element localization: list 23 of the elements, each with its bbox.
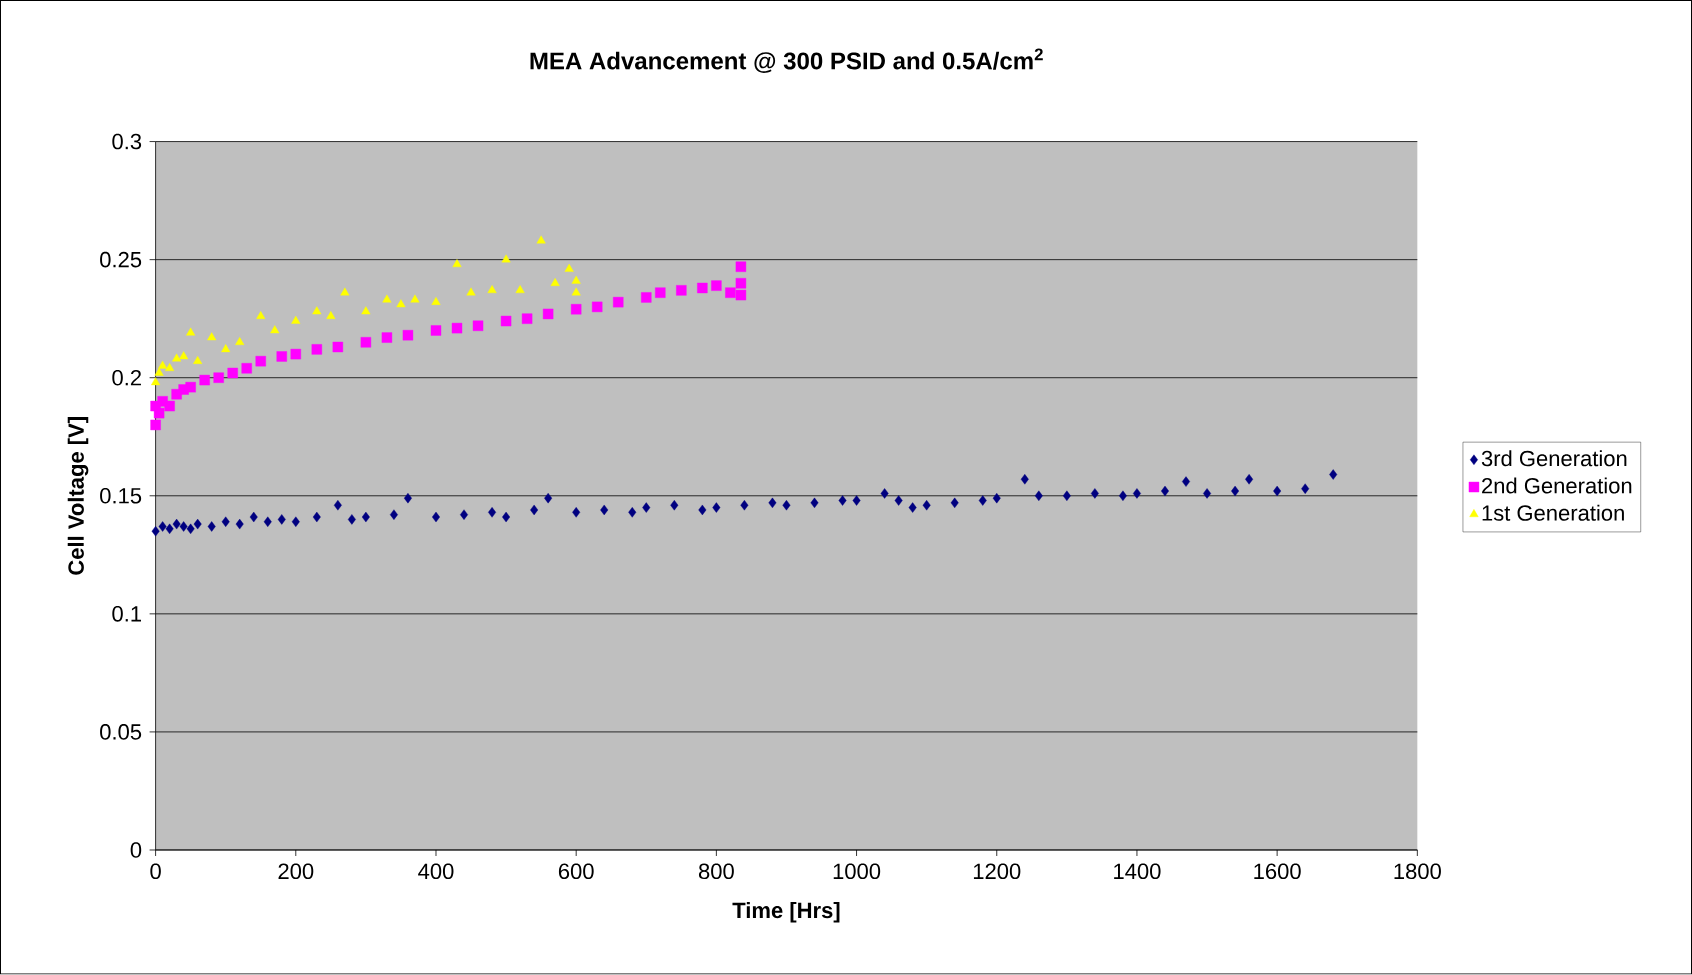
legend-label: 2nd Generation [1482,477,1632,494]
y-tick-label: 0.05 [100,724,142,740]
y-axis-title: Cell Voltage [V] [67,417,89,575]
legend-label: 1st Generation [1482,504,1624,522]
y-tick-label: 0.3 [112,133,142,150]
x-tick-label: 1800 [1394,863,1441,880]
x-tick-label: 0 [150,863,161,880]
x-tick-label: 1000 [833,863,881,880]
x-tick-label: 1600 [1254,863,1301,880]
y-tick-label: 0 [130,842,142,859]
x-tick-label: 1400 [1114,863,1161,880]
x-tick-label: 800 [698,863,734,880]
x-axis-title: Time [Hrs] [732,902,840,923]
y-tick-label: 0.2 [112,370,141,386]
y-tick-label: 0.1 [112,606,141,622]
x-tick-label: 200 [278,863,314,880]
x-tick-label: 1200 [973,863,1021,880]
legend-label: 3rd Generation [1481,450,1627,467]
y-tick-label: 0.25 [100,252,142,268]
chart-title: MEA Advancement @ 300 PSID and 0.5A/cm$^{2}$ [530,48,1043,74]
x-tick-label: 600 [558,863,594,880]
x-tick-label: 400 [418,863,454,880]
y-tick-label: 0.15 [100,488,142,504]
